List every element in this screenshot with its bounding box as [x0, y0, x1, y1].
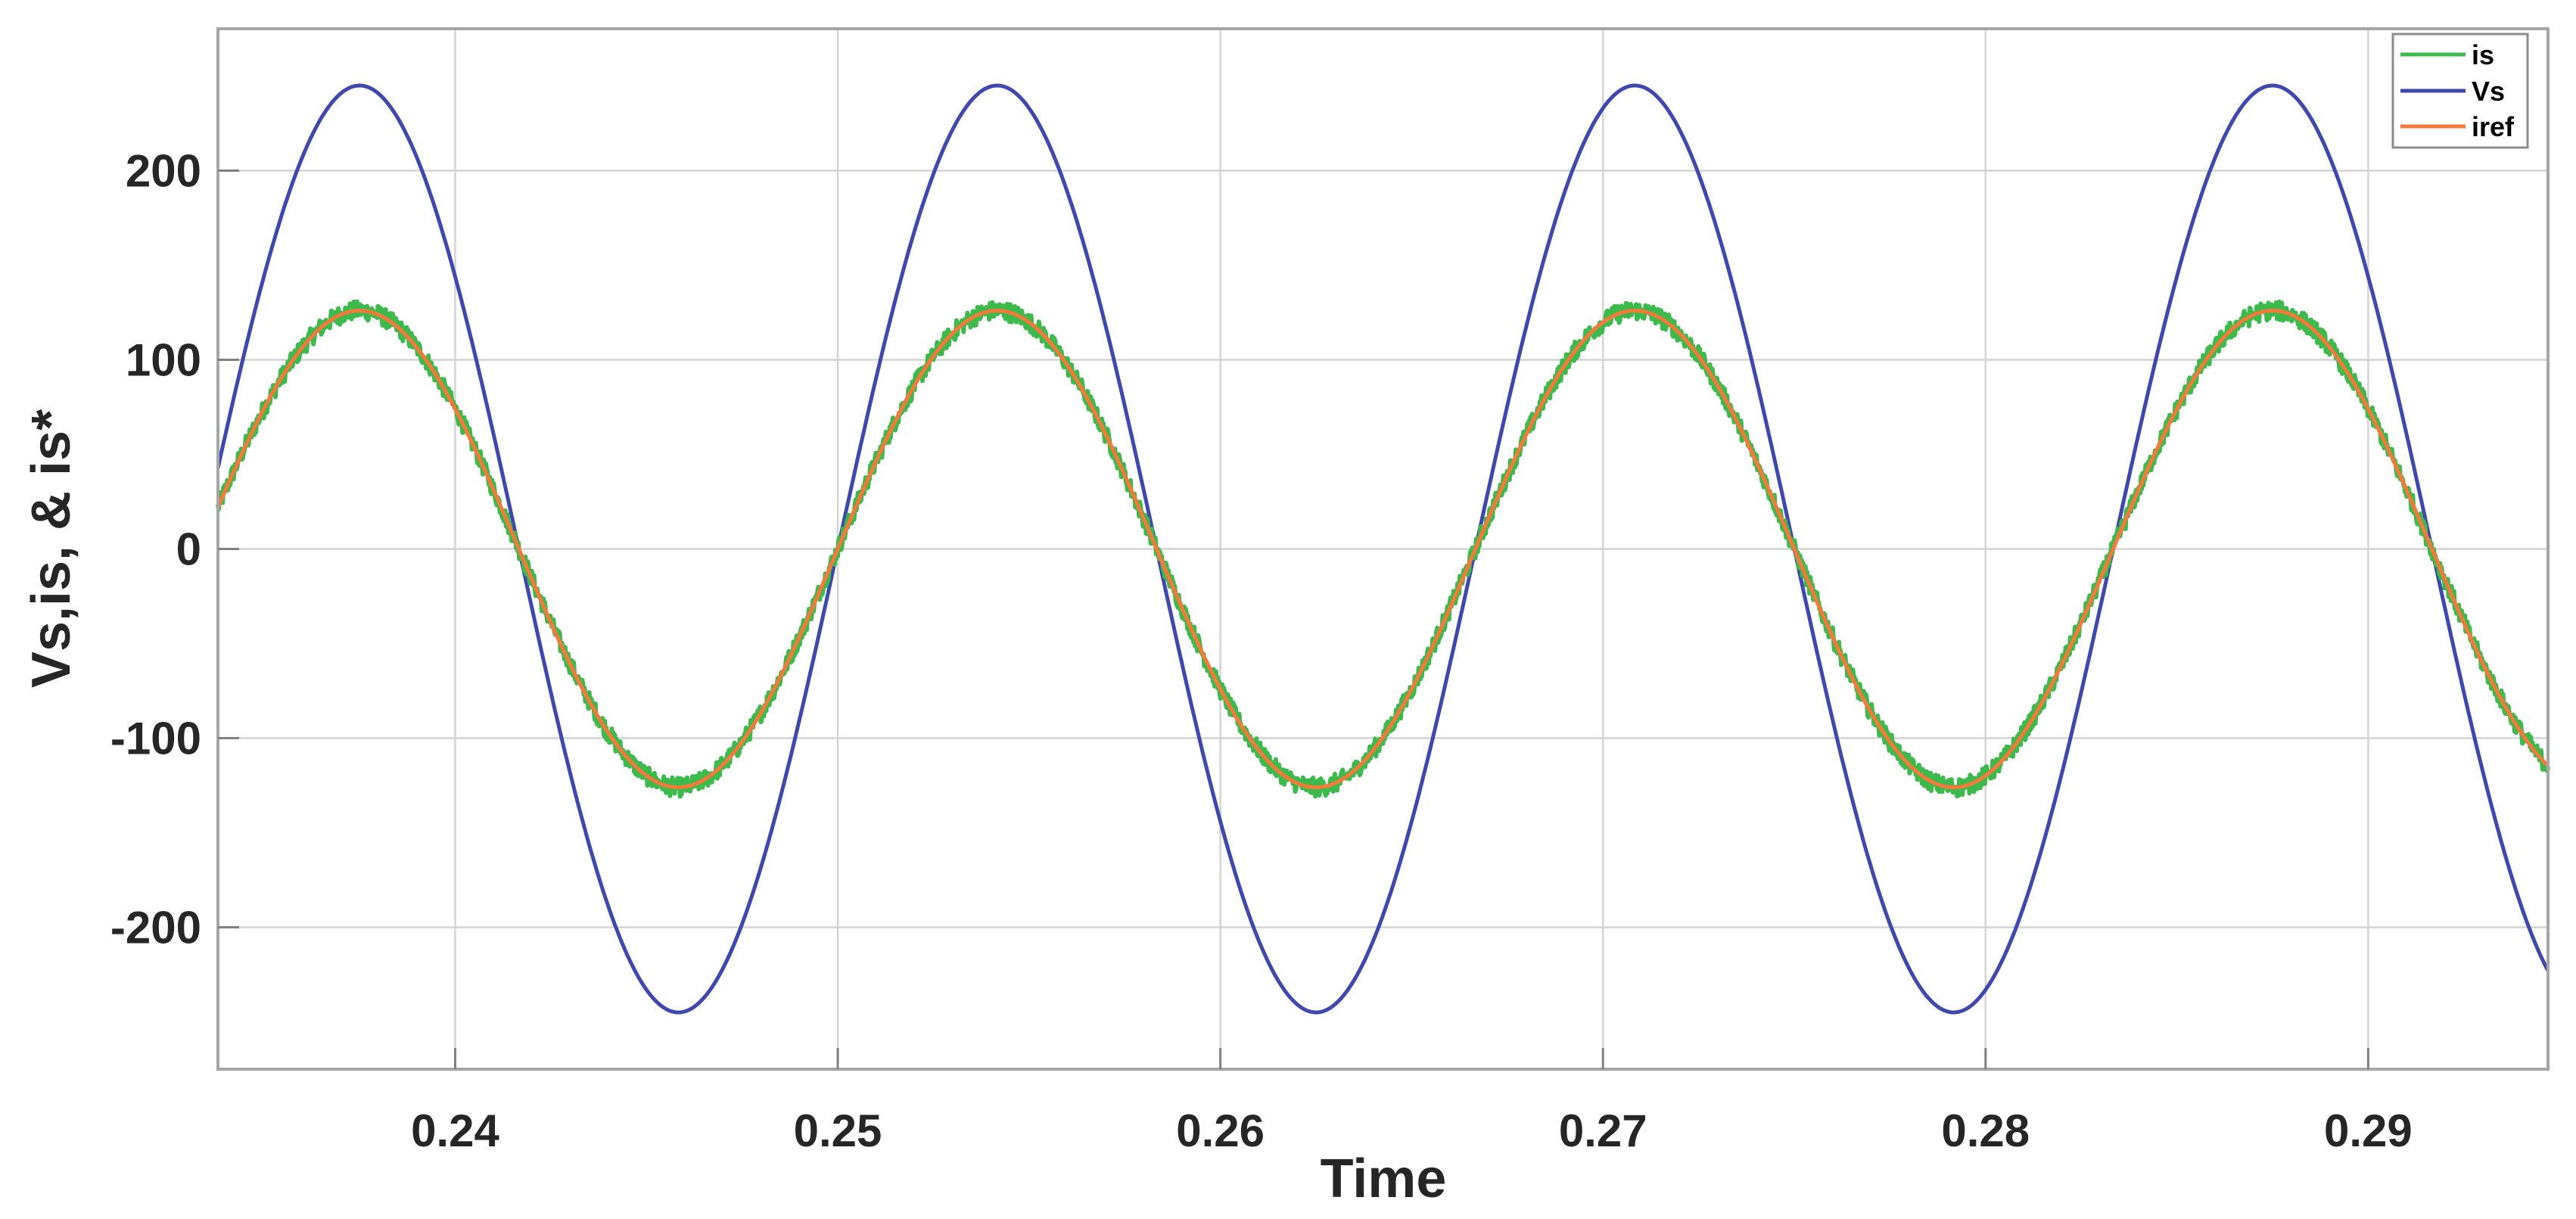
plot-traces: [216, 83, 2550, 1015]
trace-iref: [216, 309, 2550, 789]
legend-label-is: is: [2472, 39, 2494, 70]
x-tick-label: 0.28: [1941, 1105, 2030, 1156]
legend: is Vs iref: [2391, 33, 2529, 149]
x-tick-label: 0.26: [1176, 1105, 1265, 1156]
x-axis-tick-labels: 0.24 0.25 0.26 0.27 0.28 0.29: [411, 1105, 2413, 1156]
y-tick-label: 0: [176, 524, 201, 575]
gridlines: [218, 29, 2548, 1069]
legend-item-is: is: [2400, 39, 2494, 70]
trace-vs: [216, 83, 2550, 1015]
x-axis-title: Time: [1321, 1149, 1447, 1209]
x-tick-label: 0.25: [794, 1105, 882, 1156]
legend-item-vs: Vs: [2400, 76, 2505, 107]
y-tick-label: -100: [110, 714, 201, 764]
x-tick-label: 0.24: [411, 1105, 499, 1156]
y-tick-label: 200: [126, 146, 201, 197]
y-tick-label: 100: [126, 335, 201, 386]
axis-ticks: [218, 169, 2369, 1069]
y-tick-label: -200: [110, 903, 201, 953]
y-axis-title: Vs,is, & is*: [21, 409, 82, 688]
legend-label-iref: iref: [2472, 111, 2515, 142]
x-tick-label: 0.27: [1559, 1105, 1647, 1156]
legend-label-vs: Vs: [2472, 76, 2505, 107]
legend-item-iref: iref: [2400, 111, 2515, 142]
y-axis-tick-labels: -200 -100 0 100 200: [110, 146, 201, 953]
x-tick-label: 0.29: [2324, 1105, 2413, 1156]
